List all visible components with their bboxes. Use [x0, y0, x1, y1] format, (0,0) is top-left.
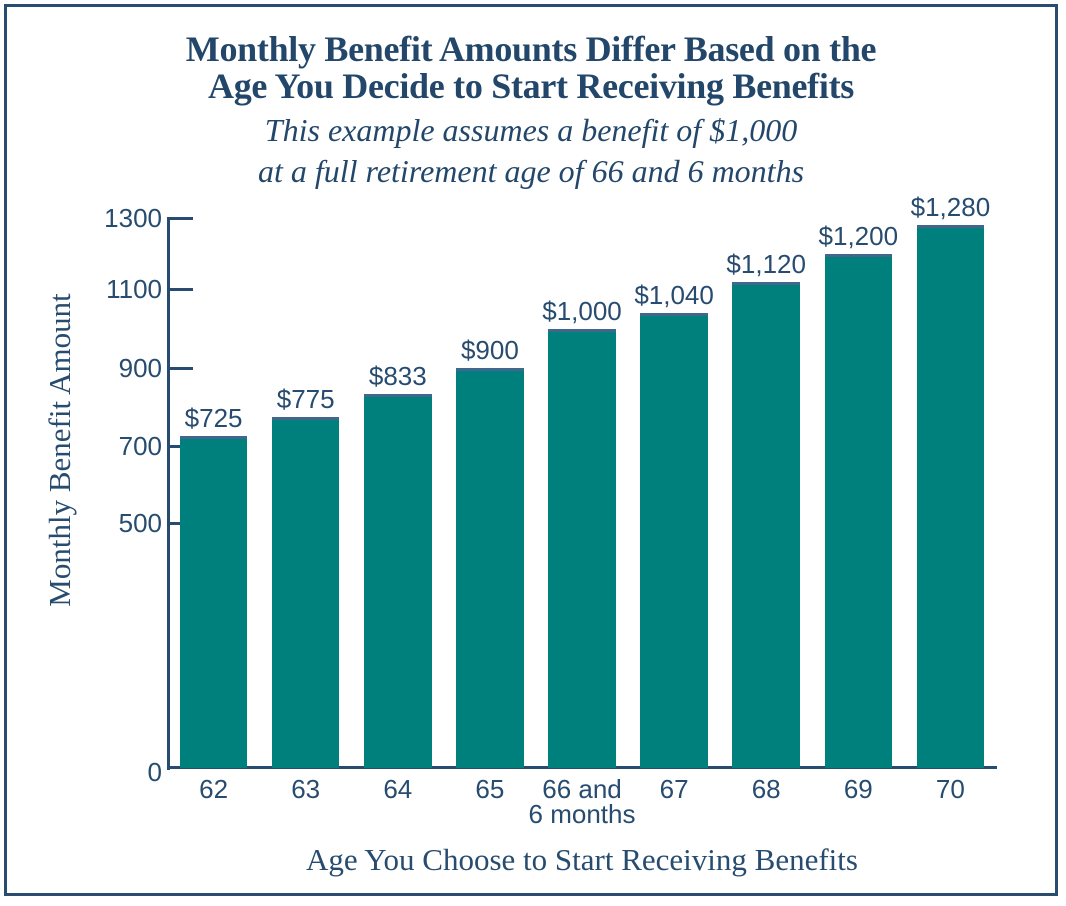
- bar: [548, 328, 616, 768]
- chart-subtitle-line1: This example assumes a benefit of $1,000: [264, 112, 798, 148]
- x-tick-label: 68: [696, 774, 836, 804]
- y-tick-label: 700: [118, 431, 162, 461]
- x-tick-label: 67: [604, 774, 744, 804]
- chart-title: Monthly Benefit Amounts Differ Based on …: [7, 31, 1055, 105]
- x-tick-label: 69: [788, 774, 928, 804]
- chart-figure: Monthly Benefit Amounts Differ Based on …: [4, 4, 1058, 896]
- x-tick-label: 66 and 6 months: [512, 774, 652, 829]
- x-axis-title: Age You Choose to Start Receiving Benefi…: [306, 842, 858, 877]
- y-tick-label: 1100: [106, 274, 162, 304]
- x-tick-label: 62: [144, 774, 284, 804]
- bar-value-label: $775: [276, 383, 335, 414]
- bar-value-label: $1,040: [634, 279, 714, 310]
- y-tick-label: 900: [118, 353, 162, 383]
- x-tick-label: 64: [328, 774, 468, 804]
- y-axis-line: [167, 217, 170, 770]
- chart-title-line1: Monthly Benefit Amounts Differ Based on …: [185, 29, 877, 69]
- chart-subtitle-line2: at a full retirement age of 66 and 6 mon…: [257, 153, 805, 189]
- x-tick-label-line: 69: [843, 774, 873, 804]
- x-tick-label-line: 62: [199, 774, 229, 804]
- y-tick-mark: [170, 217, 193, 220]
- x-tick-label: 63: [236, 774, 376, 804]
- x-tick-label-line: 6 months: [528, 799, 636, 829]
- bar: [456, 368, 524, 768]
- bar-value-label: $1,000: [542, 295, 622, 326]
- x-tick-label: 70: [880, 774, 1020, 804]
- bar: [916, 225, 985, 768]
- x-tick-label-line: 66 and: [542, 774, 622, 804]
- y-tick-label: 1300: [104, 203, 162, 233]
- y-tick-label: 0: [147, 757, 162, 787]
- bar-value-label: $1,200: [818, 220, 899, 251]
- y-tick-label: 500: [118, 508, 162, 538]
- bar: [179, 436, 248, 768]
- bar-value-label: $725: [184, 403, 243, 434]
- x-tick-label-line: 68: [751, 774, 781, 804]
- plot-area: 1300 1100 900 700 500 0 $725 62 $775 63 $833 64 $900…: [7, 7, 1055, 893]
- bar: [364, 394, 432, 768]
- x-tick-label: 65: [420, 774, 560, 804]
- bar: [732, 281, 800, 768]
- x-tick-label-line: 64: [383, 774, 413, 804]
- y-tick-mark: [170, 288, 193, 291]
- x-tick-label-line: 63: [291, 774, 321, 804]
- y-tick-mark: [170, 367, 193, 370]
- chart-title-line2: Age You Decide to Start Receiving Benefi…: [208, 66, 854, 106]
- bar: [640, 312, 708, 768]
- bar: [271, 416, 340, 768]
- x-tick-label-line: 67: [659, 774, 689, 804]
- x-tick-label-line: 70: [935, 774, 965, 804]
- x-tick-label-line: 65: [475, 774, 505, 804]
- bar: [824, 253, 893, 768]
- bar-value-label: $833: [368, 361, 427, 392]
- bar-value-label: $900: [460, 335, 519, 365]
- bar-value-label: $1,280: [910, 192, 991, 223]
- bar-value-label: $1,120: [726, 248, 806, 279]
- chart-subtitle: This example assumes a benefit of $1,000…: [7, 110, 1055, 192]
